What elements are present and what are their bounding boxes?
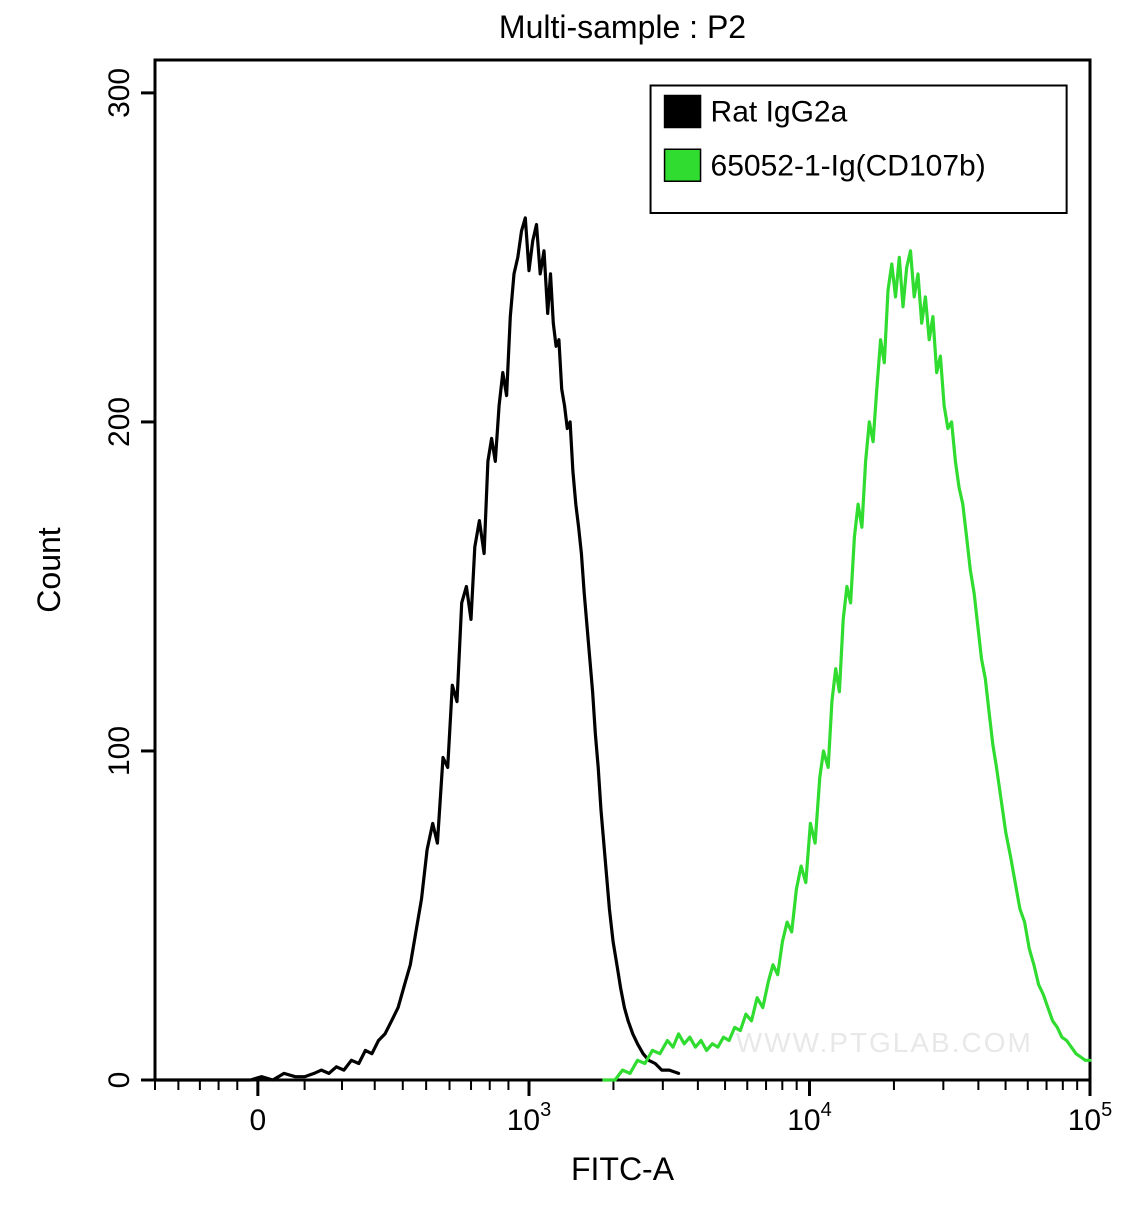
x-tick-label: 103 — [507, 1099, 552, 1137]
y-tick-label: 0 — [103, 1072, 136, 1089]
watermark: WWW.PTGLAB.COM — [736, 1027, 1033, 1058]
x-axis-label: FITC-A — [571, 1151, 675, 1187]
flow-cytometry-chart: Multi-sample : P2 0 100 200 300 Count 0 103 104 1… — [0, 0, 1143, 1221]
series-1 — [604, 251, 1090, 1080]
legend-label: 65052-1-Ig(CD107b) — [711, 149, 986, 182]
chart-title: Multi-sample : P2 — [499, 9, 746, 45]
y-axis-label: Count — [31, 527, 67, 613]
legend-swatch — [665, 149, 701, 181]
x-tick-label: 104 — [787, 1099, 832, 1137]
legend-swatch — [665, 96, 701, 128]
series-0 — [155, 218, 679, 1080]
y-tick-label: 100 — [103, 726, 136, 776]
x-tick-label: 0 — [250, 1104, 267, 1137]
y-tick-label: 200 — [103, 397, 136, 447]
x-tick-label: 105 — [1068, 1099, 1113, 1137]
legend-label: Rat IgG2a — [711, 96, 848, 129]
chart-svg: Multi-sample : P2 0 100 200 300 Count 0 103 104 1… — [0, 0, 1143, 1221]
y-tick-label: 300 — [103, 68, 136, 118]
